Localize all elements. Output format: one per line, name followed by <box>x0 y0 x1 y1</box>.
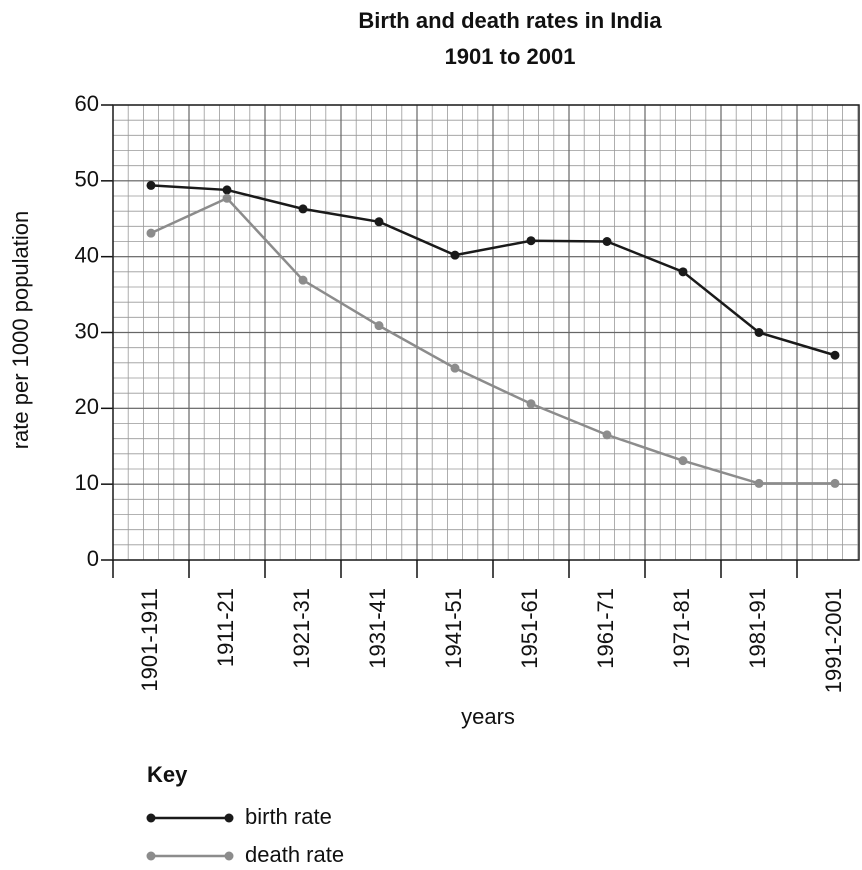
y-tick-label: 40 <box>75 242 99 267</box>
point <box>830 478 840 488</box>
x-tick-label: 1961-71 <box>593 588 618 669</box>
x-tick-label: 1921-31 <box>289 588 314 669</box>
chart-title: Birth and death rates in India <box>358 8 662 33</box>
y-tick-label: 10 <box>75 470 99 495</box>
point <box>602 430 612 440</box>
line <box>150 184 836 357</box>
point <box>830 350 840 360</box>
legend-label: birth rate <box>245 804 332 829</box>
point <box>678 456 688 466</box>
line <box>150 196 835 485</box>
x-tick-label: 1931-41 <box>365 588 390 669</box>
legend-marker <box>224 813 234 823</box>
x-tick-label: 1971-81 <box>669 588 694 669</box>
x-tick-label: 1901-1911 <box>137 588 162 692</box>
x-tick-label: 1941-51 <box>441 588 466 669</box>
point <box>450 363 460 373</box>
plot-frame <box>112 104 860 561</box>
point <box>298 275 308 285</box>
legend-label: death rate <box>245 842 344 867</box>
x-tick-label: 1911-21 <box>213 588 238 667</box>
y-tick-label: 50 <box>75 167 99 192</box>
y-tick-label: 0 <box>87 546 99 571</box>
legend-marker <box>224 851 234 861</box>
point <box>222 193 232 203</box>
x-tick-label: 1991-2001 <box>821 588 846 693</box>
legend-marker <box>146 813 156 823</box>
x-axis-label: years <box>461 704 515 729</box>
y-axis-label: rate per 1000 population <box>8 211 33 450</box>
legend-marker <box>146 851 156 861</box>
point <box>298 204 308 214</box>
point <box>754 328 764 337</box>
point <box>678 267 688 277</box>
y-tick-label: 30 <box>75 318 99 343</box>
point <box>602 237 612 246</box>
x-tick-label: 1951-61 <box>517 588 542 669</box>
point <box>146 228 156 238</box>
y-tick-label: 20 <box>75 394 99 419</box>
point <box>450 250 460 260</box>
chart-title: 1901 to 2001 <box>445 44 576 69</box>
x-tick-label: 1981-91 <box>745 588 770 669</box>
point <box>374 321 384 331</box>
y-tick-label: 60 <box>75 91 99 116</box>
legend-title: Key <box>147 762 188 787</box>
point <box>374 217 384 227</box>
point <box>222 185 232 195</box>
point <box>146 180 156 190</box>
point <box>526 236 536 246</box>
point <box>526 399 536 409</box>
point <box>754 478 764 488</box>
